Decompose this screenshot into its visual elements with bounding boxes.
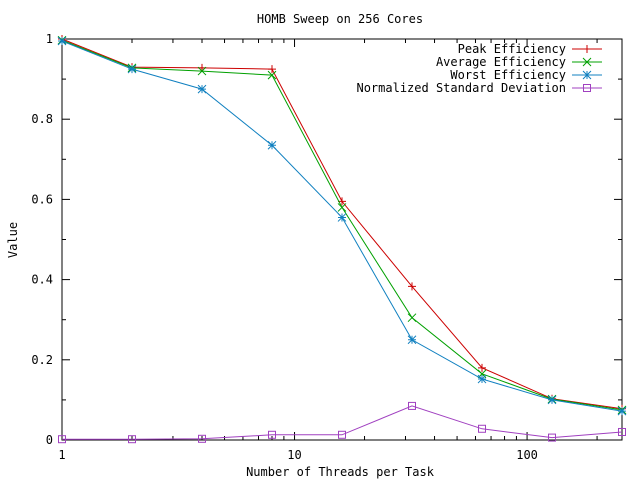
y-tick-label: 1	[46, 32, 53, 46]
axes: 0 0.2 0.4 0.6 0.8 1 1 10 100	[31, 32, 623, 462]
series-average-efficiency	[57, 35, 627, 415]
data-point-normalized-standard-deviation	[408, 401, 416, 410]
series-layer	[57, 35, 627, 444]
data-point-normalized-standard-deviation	[58, 435, 66, 444]
legend-label-worst-efficiency: Worst Efficiency	[450, 68, 566, 82]
series-normalized-standard-deviation	[58, 401, 626, 444]
data-point-worst-efficiency	[267, 140, 277, 150]
legend-label-average-efficiency: Average Efficiency	[436, 55, 566, 69]
data-point-worst-efficiency	[617, 406, 627, 416]
data-point-worst-efficiency	[337, 213, 347, 222]
chart-title: HOMB Sweep on 256 Cores	[257, 12, 423, 26]
x-axis-label: Number of Threads per Task	[246, 465, 435, 479]
data-point-average-efficiency	[337, 203, 347, 212]
x-tick-label: 1	[58, 448, 65, 462]
y-tick-label: 0	[46, 433, 53, 447]
y-tick-label: 0.2	[31, 353, 53, 367]
y-tick-label: 0.6	[31, 192, 53, 206]
data-point-peak-efficiency	[478, 363, 486, 372]
legend-label-peak-efficiency: Peak Efficiency	[458, 42, 566, 56]
series-line-normalized-standard-deviation	[62, 405, 623, 440]
data-point-worst-efficiency	[57, 36, 67, 46]
legend-marker-average-efficiency	[582, 57, 592, 67]
legend-label-normalized-standard-deviation: Normalized Standard Deviation	[356, 81, 566, 95]
data-point-peak-efficiency	[268, 65, 276, 74]
legend-marker-normalized-standard-deviation	[583, 84, 591, 92]
y-tick-label: 0.8	[31, 112, 53, 126]
data-point-worst-efficiency	[127, 64, 137, 74]
data-point-peak-efficiency	[408, 282, 416, 291]
data-point-normalized-standard-deviation	[548, 433, 556, 442]
data-point-worst-efficiency	[547, 395, 557, 405]
data-point-normalized-standard-deviation	[198, 434, 206, 443]
y-tick-label: 0.4	[31, 273, 53, 287]
x-tick-label: 100	[516, 448, 538, 462]
data-point-average-efficiency	[267, 70, 277, 80]
legend-marker-worst-efficiency	[582, 70, 592, 80]
data-point-average-efficiency	[407, 313, 417, 323]
data-point-normalized-standard-deviation	[478, 424, 486, 433]
data-point-average-efficiency	[197, 66, 207, 76]
legend-marker-peak-efficiency	[583, 45, 591, 53]
data-point-normalized-standard-deviation	[268, 430, 276, 439]
data-point-worst-efficiency	[407, 335, 417, 345]
data-point-normalized-standard-deviation	[618, 427, 626, 436]
data-point-normalized-standard-deviation	[338, 430, 346, 439]
data-point-normalized-standard-deviation	[128, 435, 136, 444]
y-axis-label: Value	[6, 222, 20, 258]
data-point-worst-efficiency	[477, 374, 487, 384]
data-point-worst-efficiency	[197, 84, 207, 94]
x-tick-label: 10	[287, 448, 301, 462]
series-worst-efficiency	[57, 36, 627, 416]
